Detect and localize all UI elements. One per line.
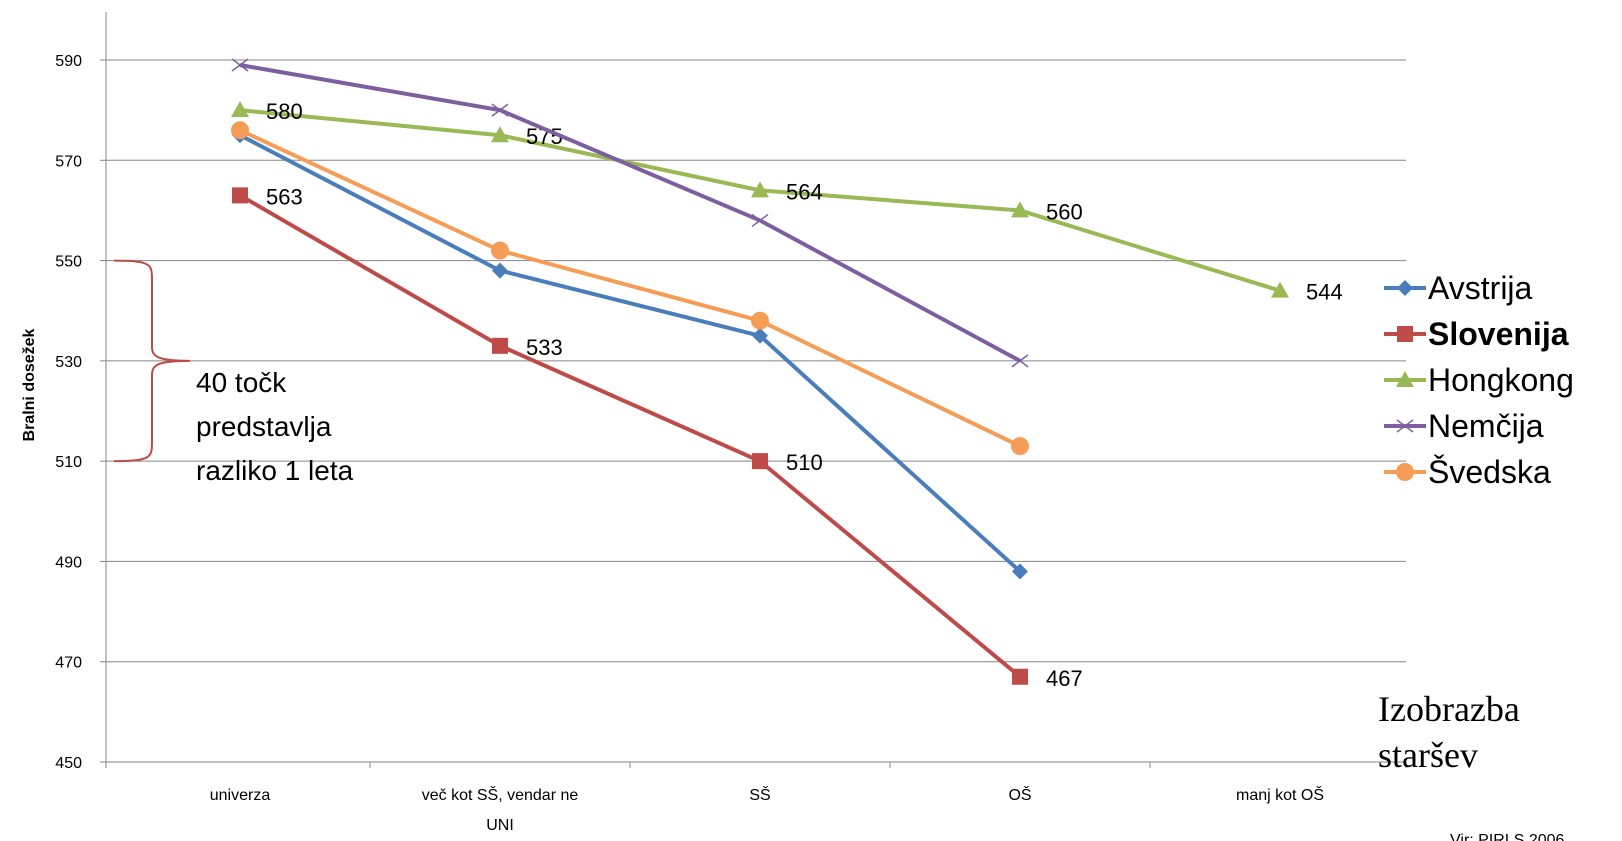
x-tick-labels: univerza več kot SŠ, vendar ne UNI SŠ OŠ manj…: [210, 785, 1324, 834]
series-avstrija: [232, 127, 1028, 580]
series-nemcija-point-stroke: [491, 103, 509, 117]
series-hongkong-point: [1011, 201, 1029, 218]
y-tick-labels: 450 470 490 510 530 550 570 590: [55, 53, 82, 772]
series-svedska-point: [491, 241, 509, 260]
legend-item-svedska-label: Švedska: [1428, 454, 1551, 490]
series-slovenija-point: [1012, 668, 1028, 685]
series-nemcija-point: [231, 58, 249, 72]
annotation-text: predstavlja: [196, 411, 332, 442]
legend-item-nemcija: Nemčija: [1384, 408, 1544, 444]
series-svedska-line: [239, 128, 1021, 448]
y-tick-label: 550: [55, 254, 82, 271]
legend-item-nemcija-label: Nemčija: [1428, 408, 1544, 444]
y-tick-label: 510: [55, 454, 82, 471]
series-avstrija-point: [1012, 563, 1028, 580]
series-slovenija-line: [238, 193, 1022, 679]
series-slovenija-data-label: 533: [526, 335, 563, 360]
legend-item-avstrija-marker: [1397, 280, 1413, 296]
series-hongkong-data-label: 560: [1046, 199, 1083, 224]
grid-lines: [106, 59, 1406, 663]
series-nemcija-point-stroke: [1011, 354, 1029, 368]
x-axis-title-line-1: Izobrazba: [1378, 689, 1520, 729]
legend-item-nemcija-marker-stroke: [1396, 419, 1414, 433]
x-axis-title-line-2: staršev: [1378, 735, 1478, 775]
annotation-bracket: 40 točk predstavlja razliko 1 leta: [113, 259, 354, 486]
series-slovenija-data-label: 467: [1046, 666, 1083, 691]
series-avstrija-point: [752, 327, 768, 344]
legend-item-nemcija-marker: [1396, 419, 1414, 433]
series-nemcija-point-stroke: [231, 58, 249, 72]
legend-item-slovenija-label: Slovenija: [1428, 316, 1569, 352]
y-tick-label: 530: [55, 354, 82, 371]
series-slovenija-point: [232, 187, 248, 204]
series-nemcija-point: [751, 213, 769, 228]
series-slovenija: 563 533 510 467: [232, 184, 1083, 691]
legend-item-hongkong: Hongkong: [1384, 362, 1574, 398]
series-slovenija-data-label: 563: [266, 184, 303, 209]
x-tick-label: več kot SŠ, vendar ne: [422, 785, 579, 804]
series-hongkong-data-label: 544: [1306, 280, 1343, 305]
legend-item-hongkong-marker: [1396, 371, 1414, 387]
y-tick-label: 470: [55, 655, 82, 672]
series-hongkong-data-label: 564: [786, 179, 823, 204]
series-slovenija-point: [752, 453, 768, 470]
x-tick-label: UNI: [486, 817, 514, 834]
x-tick-label: univerza: [210, 787, 271, 804]
series-nemcija-point: [491, 103, 509, 117]
legend-item-avstrija: Avstrija: [1384, 270, 1533, 306]
y-axis-label: Bralni dosežek: [21, 328, 38, 441]
legend-item-hongkong-label: Hongkong: [1428, 362, 1574, 398]
series-nemcija-line: [239, 63, 1021, 363]
legend-item-svedska-marker: [1396, 463, 1414, 481]
y-tick-label: 490: [55, 554, 82, 571]
series-hongkong-point: [751, 181, 769, 198]
legend-item-avstrija-label: Avstrija: [1428, 270, 1533, 306]
legend-item-slovenija: Slovenija: [1384, 316, 1569, 352]
bracket-icon: [113, 259, 191, 463]
series-slovenija-data-label: 510: [786, 450, 823, 475]
annotation-text: 40 točk: [196, 367, 287, 398]
y-tick-label: 570: [55, 153, 82, 170]
x-tick-label: OŠ: [1008, 785, 1031, 804]
series-nemcija-point-stroke: [751, 213, 769, 228]
y-tick-label: 590: [55, 53, 82, 70]
legend-item-svedska: Švedska: [1384, 454, 1551, 490]
x-tick-label: SŠ: [749, 785, 770, 804]
axes: [100, 12, 1407, 768]
series-hongkong-point: [491, 126, 509, 143]
series-svedska-point: [1011, 437, 1029, 456]
series-hongkong-point: [1271, 281, 1289, 298]
series-svedska-point: [231, 121, 249, 140]
series-hongkong-point: [231, 101, 249, 118]
series-slovenija-point: [492, 337, 508, 354]
series-svedska-point: [751, 311, 769, 330]
y-tick-label: 450: [55, 755, 82, 772]
series-nemcija-point: [1011, 354, 1029, 368]
series-nemcija: [231, 58, 1029, 368]
legend-item-slovenija-marker: [1397, 326, 1413, 342]
x-tick-label: manj kot OŠ: [1236, 785, 1324, 804]
source-note: Vir: PIRLS 2006: [1450, 832, 1565, 841]
series-svedska: [231, 121, 1029, 456]
series-avstrija-point: [492, 262, 508, 279]
annotation-text: razliko 1 leta: [196, 455, 354, 486]
series-avstrija-line: [239, 133, 1022, 573]
legend: Avstrija Slovenija Hongkong Nemčija Švedska: [1384, 270, 1574, 490]
series-hongkong-data-label: 580: [266, 99, 303, 124]
